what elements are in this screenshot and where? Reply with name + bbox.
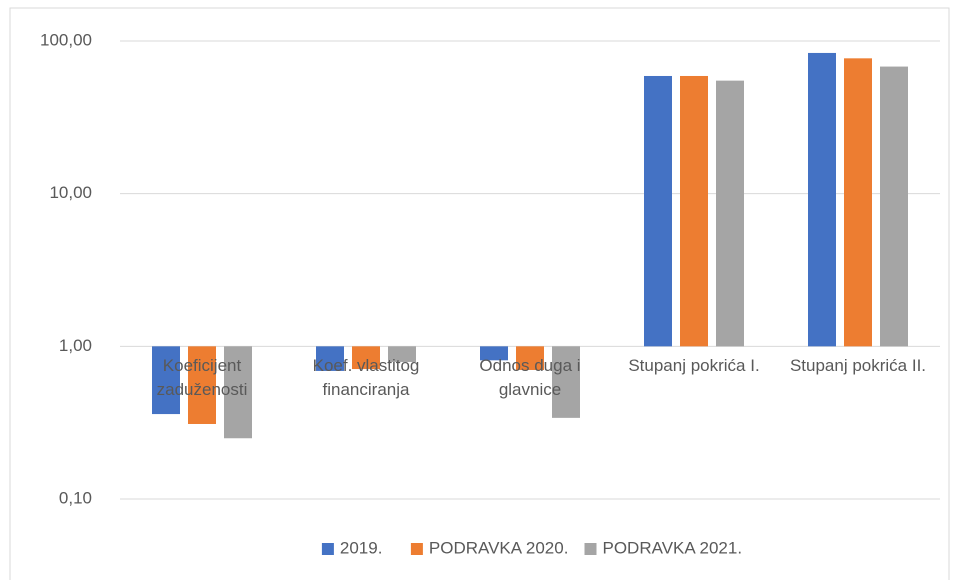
- bar: [188, 346, 216, 424]
- bar: [224, 346, 252, 439]
- legend-swatch: [321, 543, 334, 555]
- x-tick-label: Odnos duga i glavnice: [479, 356, 581, 400]
- bar: [716, 80, 744, 347]
- bar: [680, 75, 708, 347]
- chart-frame: [9, 7, 950, 580]
- legend-label: 2019.: [340, 538, 383, 557]
- bar: [352, 346, 380, 370]
- x-tick-label: Koeficijent zaduženosti: [156, 356, 248, 400]
- bar: [880, 66, 908, 347]
- legend-label: PODRAVKA 2020.: [429, 538, 569, 557]
- x-tick-label: Stupanj pokrića I.: [628, 356, 760, 376]
- legend-swatch: [584, 543, 597, 555]
- legend-label: PODRAVKA 2021.: [603, 538, 743, 557]
- y-tick-label: 10,00: [49, 183, 92, 202]
- bar: [808, 52, 836, 347]
- bar: [552, 346, 580, 418]
- bar: [152, 346, 180, 415]
- bar: [516, 346, 544, 370]
- x-tick-label: Koef. vlastitog financiranja: [312, 356, 420, 400]
- legend-swatch: [410, 543, 423, 555]
- x-tick-label: Stupanj pokrića II.: [789, 356, 927, 376]
- bar: [316, 346, 344, 371]
- y-tick-label: 0,10: [59, 488, 92, 507]
- bar: [844, 58, 872, 347]
- y-tick-label: 100,00: [40, 30, 92, 49]
- bar: [644, 75, 672, 347]
- y-tick-label: 1,00: [59, 336, 92, 355]
- bar: [388, 346, 416, 362]
- bar: [480, 346, 508, 361]
